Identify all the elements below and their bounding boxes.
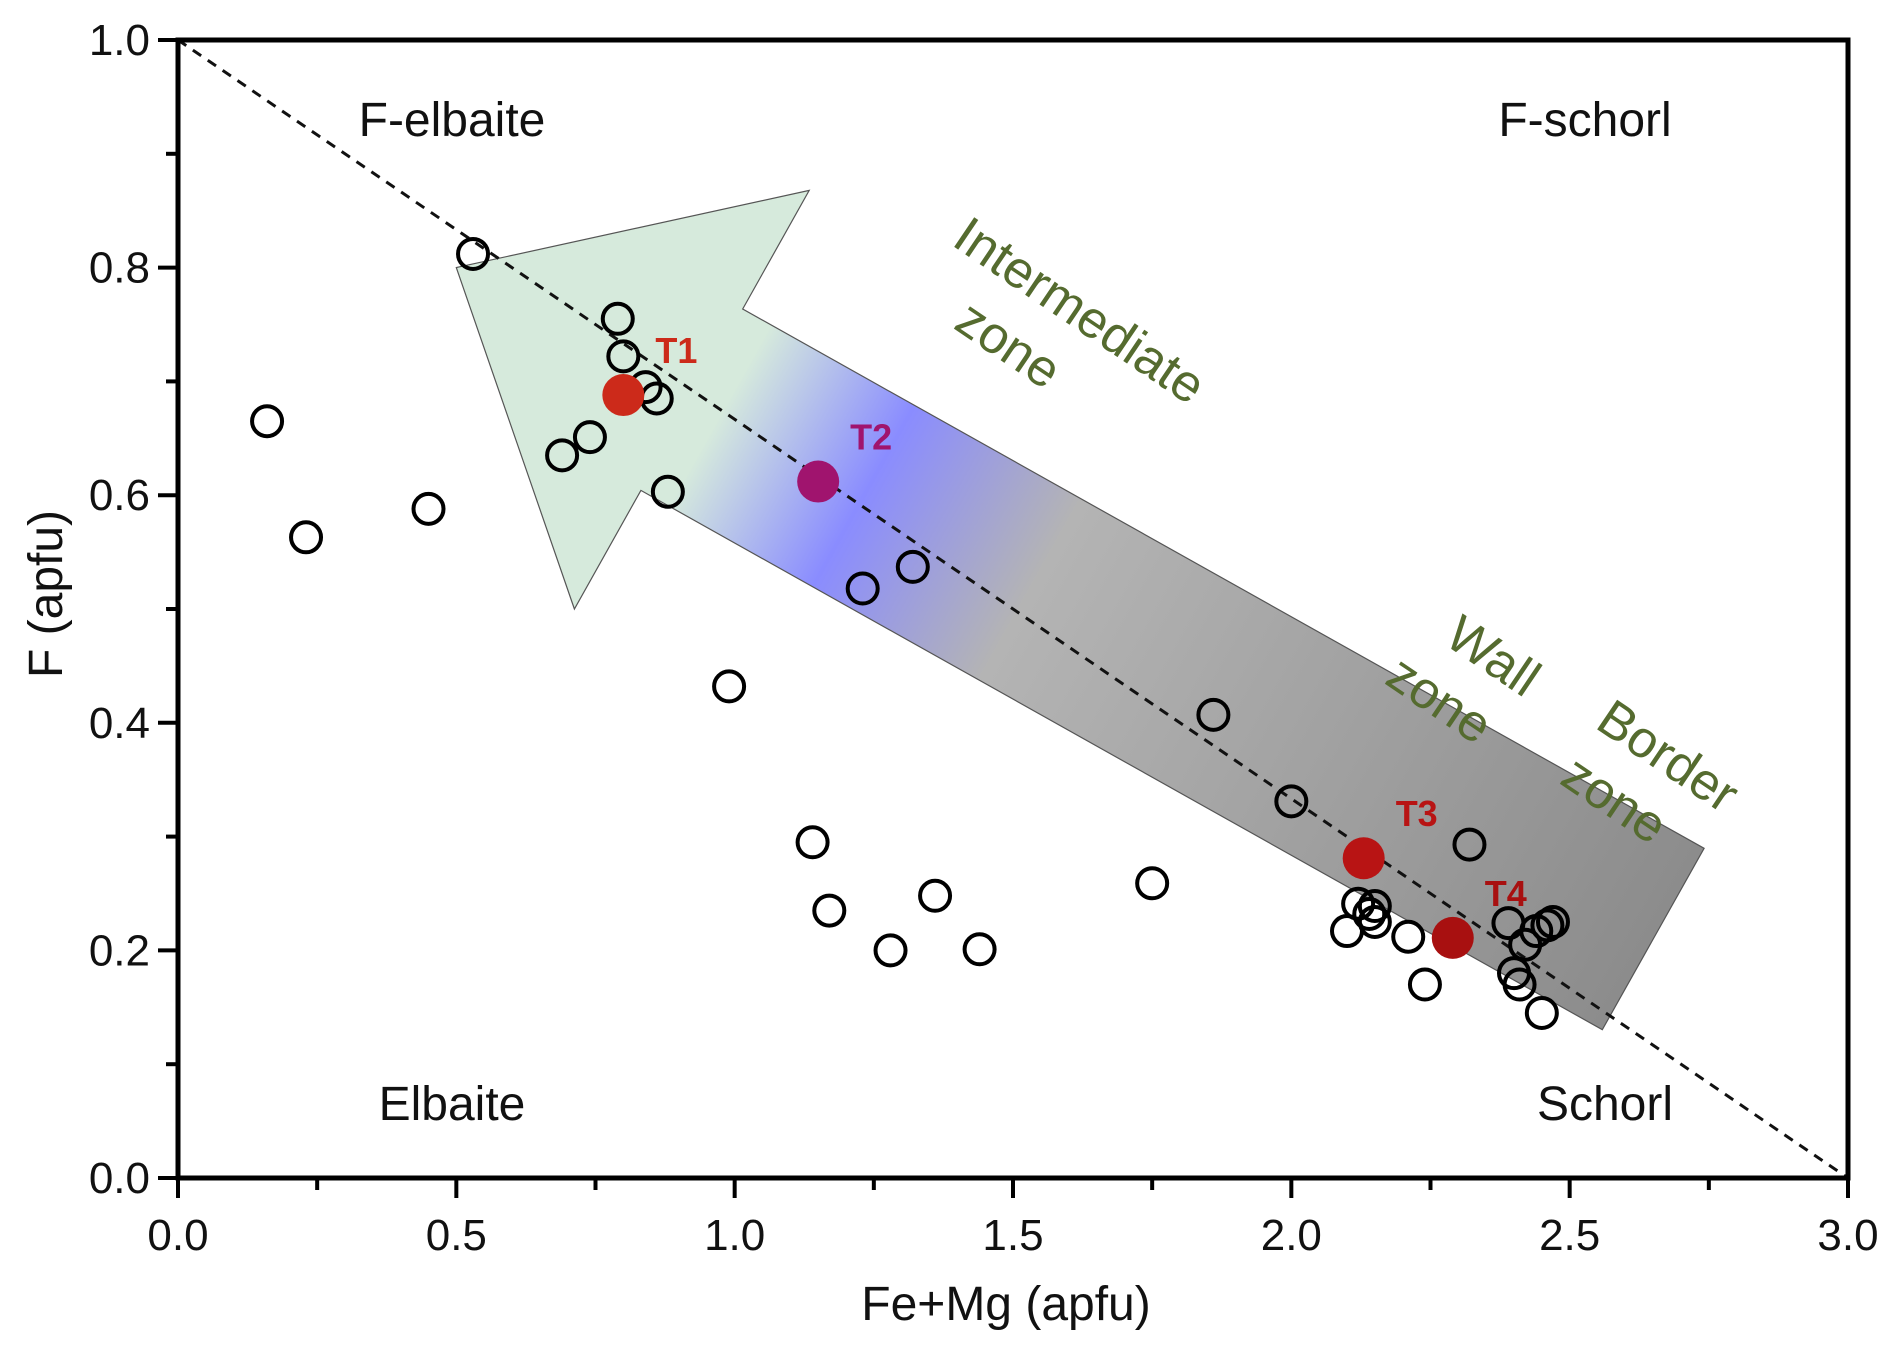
data-point-16	[895, 549, 930, 584]
data-point-17	[918, 878, 953, 913]
data-point-11	[712, 669, 747, 704]
x-tick-label-0.5: 0.5	[426, 1211, 487, 1260]
y-tick-label-0.4: 0.4	[89, 699, 150, 748]
y-tick-label-0.0: 0.0	[89, 1154, 150, 1203]
x-tick-label-1.5: 1.5	[982, 1211, 1043, 1260]
data-point-20	[1196, 697, 1231, 732]
data-point-23	[1341, 886, 1376, 921]
highlight-point-t4	[1431, 916, 1474, 959]
data-point-14	[845, 571, 880, 606]
data-point-7	[606, 339, 641, 374]
data-point-27	[1391, 919, 1426, 954]
data-point-1	[289, 520, 324, 555]
highlight-point-t2	[797, 460, 840, 503]
axes-layer: 0.0 0.5 1.0 1.5 2.0 2.5 3.0 0.0 0.2 0.4 0.6 0.8 1.0	[89, 16, 1879, 1260]
data-point-15	[873, 933, 908, 968]
data-point-32	[1502, 967, 1537, 1002]
x-tick-label-2.0: 2.0	[1261, 1211, 1322, 1260]
data-point-12	[795, 825, 830, 860]
region-label-schorl: Schorl	[1537, 1078, 1673, 1131]
x-tick-label-3.0: 3.0	[1817, 1211, 1878, 1260]
x-tick-label-1.0: 1.0	[704, 1211, 765, 1260]
data-point-29	[1452, 827, 1487, 862]
data-point-19	[1135, 866, 1170, 901]
data-point-3	[456, 236, 491, 271]
x-tick-label-2.5: 2.5	[1539, 1211, 1600, 1260]
highlight-point-t1	[602, 374, 645, 417]
highlight-label-t2: T2	[850, 417, 892, 458]
data-point-25	[1357, 904, 1392, 939]
highlight-point-t3	[1342, 837, 1385, 880]
data-point-28	[1407, 967, 1442, 1002]
data-point-24	[1352, 896, 1387, 931]
data-point-5	[572, 420, 607, 455]
region-label-elbaite: Elbaite	[379, 1078, 526, 1131]
labels-layer: T1 T2 T3 T4	[655, 330, 1526, 914]
y-tick-label-0.6: 0.6	[89, 471, 150, 520]
x-tick-label-0.0: 0.0	[147, 1211, 208, 1260]
highlight-label-t3: T3	[1396, 793, 1438, 834]
data-point-26	[1357, 889, 1392, 924]
x-axis-title: Fe+Mg (apfu)	[861, 1278, 1150, 1331]
y-axis-title: F (apfu)	[20, 510, 73, 678]
data-point-36	[1530, 908, 1565, 943]
data-point-37	[1535, 904, 1570, 939]
data-point-18	[962, 932, 997, 967]
reference-line-layer	[177, 38, 1849, 1180]
highlight-label-t1: T1	[655, 330, 697, 371]
points-layer	[250, 236, 1570, 1030]
region-label-f-schorl: F-schorl	[1498, 94, 1671, 147]
reference-line	[177, 38, 1849, 1180]
y-tick-label-1.0: 1.0	[89, 16, 150, 65]
data-point-4	[545, 438, 580, 473]
data-point-0	[250, 404, 285, 439]
data-point-6	[600, 301, 635, 336]
region-label-f-elbaite: F-elbaite	[359, 94, 546, 147]
data-point-35	[1524, 995, 1559, 1030]
y-tick-label-0.8: 0.8	[89, 244, 150, 293]
data-point-21	[1274, 784, 1309, 819]
data-point-13	[812, 893, 847, 928]
highlight-label-t4: T4	[1485, 873, 1527, 914]
data-point-2	[411, 491, 446, 526]
data-point-10	[650, 474, 685, 509]
y-tick-label-0.2: 0.2	[89, 926, 150, 975]
